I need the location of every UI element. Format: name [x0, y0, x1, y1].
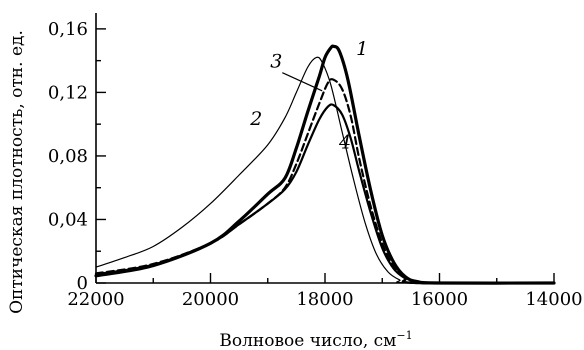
series-label-4: 4 — [338, 132, 351, 154]
y-tick-label: 0,16 — [48, 19, 88, 40]
x-axis-title-text: Волновое число, см−1 — [219, 329, 412, 350]
series-label-1: 1 — [356, 38, 368, 60]
tick-labels: 22000 20000 18000 16000 14000 0 0,04 0,08 0,12 0,… — [48, 19, 583, 310]
y-axis-title: Оптическая плотность, отн. ед. — [7, 30, 27, 314]
y-tick-label: 0 — [77, 273, 88, 294]
axes — [95, 13, 554, 284]
x-tick-label: 20000 — [182, 289, 239, 310]
x-tick-label: 22000 — [67, 289, 124, 310]
y-tick-label: 0,12 — [48, 82, 88, 103]
series-line-4 — [94, 103, 556, 285]
y-axis-title-text: Оптическая плотность, отн. ед. — [7, 30, 27, 314]
label-3-leader-line — [282, 72, 323, 92]
series-line-1 — [94, 44, 556, 285]
series-lines — [94, 44, 556, 285]
series-label-2: 2 — [249, 108, 262, 130]
series-labels: 1 2 3 4 — [249, 38, 368, 154]
x-axis-title: Волновое число, см−1 — [219, 329, 412, 350]
y-tick-label: 0,08 — [48, 146, 88, 167]
x-tick-label: 18000 — [296, 289, 353, 310]
x-tick-label: 16000 — [411, 289, 468, 310]
y-tick-label: 0,04 — [48, 209, 88, 230]
series-label-3: 3 — [270, 51, 282, 73]
series-line-2 — [95, 56, 555, 284]
x-tick-label: 14000 — [525, 289, 582, 310]
